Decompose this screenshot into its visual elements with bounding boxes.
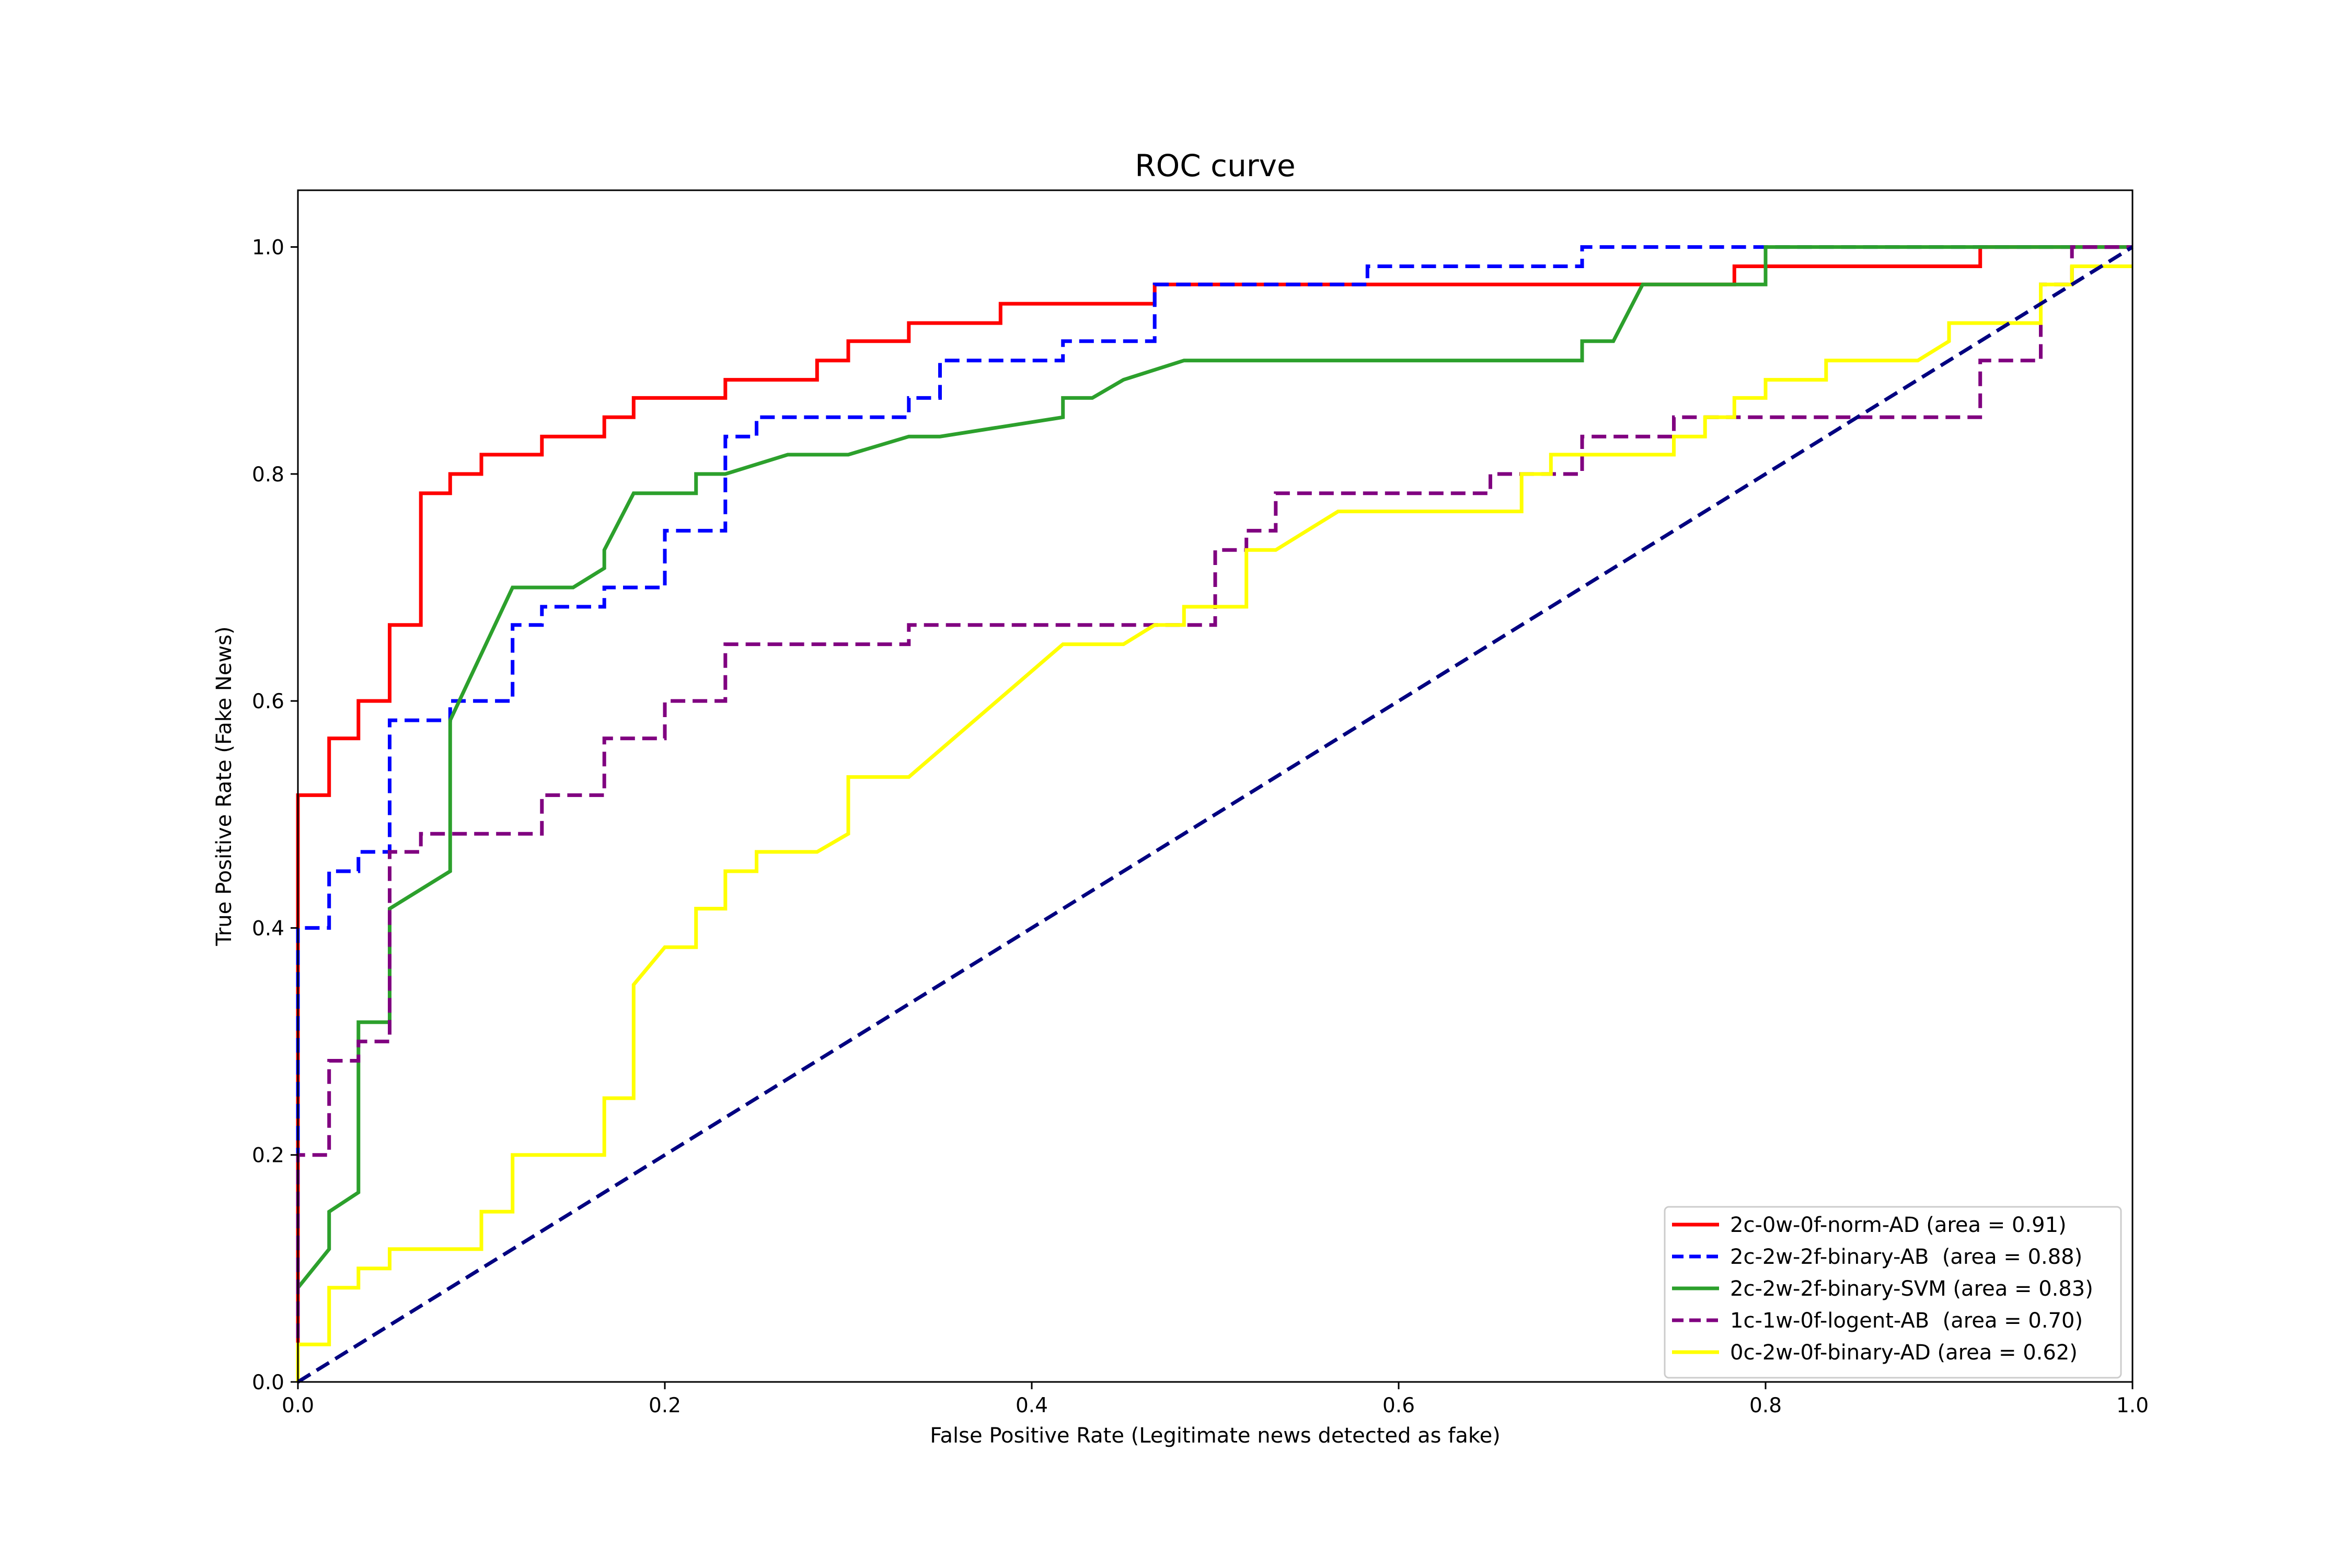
x-axis-ticks: 0.0 0.2 0.4 0.6 0.8 1.0 <box>282 1382 2149 1417</box>
y-tick-label: 0.6 <box>252 690 284 713</box>
x-tick-label: 0.0 <box>282 1394 314 1417</box>
plot-frame <box>297 189 2134 1383</box>
x-tick-label: 0.8 <box>1749 1394 1782 1417</box>
y-tick-label: 0.2 <box>252 1144 284 1168</box>
series-layer <box>296 245 2134 1383</box>
x-tick-label: 1.0 <box>2116 1394 2149 1417</box>
legend-label: 2c-2w-2f-binary-SVM (area = 0.83) <box>1730 1277 2093 1301</box>
series-line-1c-1w-0f-logent-ab <box>296 245 2132 1382</box>
legend-label: 1c-1w-0f-logent-AB (area = 0.70) <box>1730 1309 2083 1333</box>
x-tick-label: 0.4 <box>1016 1394 1048 1417</box>
legend-label: 2c-0w-0f-norm-AD (area = 0.91) <box>1730 1213 2067 1237</box>
series-line-2c-2w-2f-binary-ab <box>296 245 2132 1382</box>
series-line-2c-2w-2f-binary-svm <box>296 245 2132 1289</box>
y-axis-label: True Positive Rate (Fake News) <box>212 626 236 946</box>
legend-label: 0c-2w-0f-binary-AD (area = 0.62) <box>1730 1341 2078 1365</box>
x-axis-label: False Positive Rate (Legitimate news det… <box>930 1424 1501 1448</box>
y-axis-ticks: 0.0 0.2 0.4 0.6 0.8 1.0 <box>252 236 298 1394</box>
legend-label: 2c-2w-2f-binary-AB (area = 0.88) <box>1730 1245 2082 1269</box>
chart-title: ROC curve <box>1135 148 1295 183</box>
legend-box <box>1664 1206 2122 1379</box>
y-tick-label: 0.4 <box>252 917 284 940</box>
x-tick-label: 0.6 <box>1382 1394 1415 1417</box>
diagonal-reference-line <box>297 245 2134 1383</box>
y-tick-label: 1.0 <box>252 236 284 260</box>
legend: 2c-0w-0f-norm-AD (area = 0.91) 2c-2w-2f-b… <box>1664 1206 2122 1379</box>
x-tick-label: 0.2 <box>649 1394 681 1417</box>
y-tick-label: 0.8 <box>252 463 284 487</box>
y-tick-label: 0.0 <box>252 1371 284 1394</box>
series-line-0c-2w-0f-binary-ad <box>296 264 2132 1382</box>
